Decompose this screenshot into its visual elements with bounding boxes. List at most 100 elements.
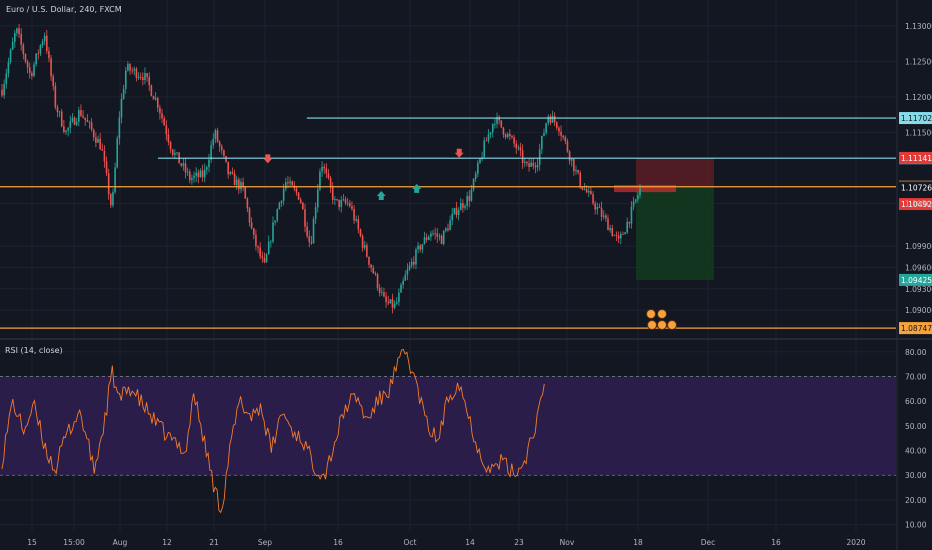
candle-body: [506, 133, 509, 138]
candle-body: [590, 191, 592, 194]
candle-body: [282, 188, 285, 201]
rsi-tick-label: 40.00: [905, 447, 927, 456]
candle-body: [378, 287, 381, 293]
candle-body: [88, 121, 91, 123]
candle-body: [169, 142, 172, 150]
candle-body: [142, 77, 144, 80]
candle-body: [543, 132, 545, 136]
candle-body: [14, 33, 16, 42]
time-tick-label: 12: [162, 538, 172, 547]
price-tag: [899, 181, 932, 194]
level-label: 1.11702: [901, 114, 932, 123]
candle-body: [312, 219, 315, 244]
candle-body: [602, 215, 605, 217]
candle-body: [278, 202, 281, 210]
time-tick-label: 14: [465, 538, 475, 547]
candle-body: [107, 173, 110, 195]
candle-body: [568, 151, 571, 161]
candle-body: [323, 166, 326, 169]
candle-body: [165, 125, 168, 135]
symbol-title[interactable]: Euro / U.S. Dollar, 240, FXCM: [6, 5, 122, 14]
candle-body: [615, 234, 618, 236]
candle-body: [502, 127, 505, 135]
candle-body: [103, 150, 106, 162]
candle-body: [56, 107, 59, 113]
candle-body: [459, 203, 462, 211]
candle-body: [255, 234, 257, 247]
price-tick-label: 1.09900: [905, 242, 932, 251]
candle-body: [186, 171, 189, 173]
event-badge-icon: [646, 309, 656, 319]
candle-body: [272, 222, 274, 242]
candle-body: [545, 123, 547, 133]
candle-body: [188, 171, 191, 181]
candle-body: [223, 150, 225, 156]
time-tick-label: Nov: [560, 538, 575, 547]
candle-body: [35, 53, 37, 65]
candle-body: [329, 177, 332, 188]
candle-body: [489, 132, 492, 135]
candle-body: [395, 302, 398, 304]
candle-body: [180, 163, 183, 166]
candle-body: [86, 119, 89, 122]
candle-body: [297, 192, 300, 200]
candle-body: [622, 233, 624, 235]
candle-body: [381, 292, 383, 293]
candle-body: [462, 203, 464, 208]
candle-body: [167, 134, 170, 143]
candle-body: [257, 246, 259, 248]
candle-body: [357, 219, 360, 230]
candle-body: [24, 54, 27, 62]
candle-body: [203, 169, 206, 178]
event-badge-icon: [657, 320, 667, 330]
candle-body: [594, 203, 596, 210]
rsi-pane: [0, 348, 896, 514]
candle-body: [466, 196, 468, 206]
candle-body: [20, 33, 23, 45]
arrow-up-icon: [376, 190, 386, 200]
candle-body: [65, 130, 67, 133]
candle-body: [349, 203, 351, 207]
candle-body: [250, 222, 253, 229]
candle-body: [451, 213, 454, 221]
candle-body: [67, 127, 69, 131]
candle-body: [551, 115, 554, 123]
candle-body: [491, 124, 494, 133]
time-tick-label: Oct: [404, 538, 417, 547]
candle-body: [101, 149, 104, 151]
candle-body: [415, 249, 417, 265]
candle-body: [385, 296, 387, 303]
candle-body: [220, 146, 223, 151]
candle-body: [370, 264, 372, 268]
rsi-tick-label: 20.00: [905, 496, 927, 505]
rsi-band: [0, 376, 896, 476]
candle-body: [39, 45, 42, 54]
candle-body: [483, 140, 486, 158]
candle-body: [321, 166, 323, 172]
candle-body: [122, 88, 125, 99]
time-tick-label: 2020: [846, 538, 865, 547]
signal-arrows: [263, 148, 677, 330]
candle-body: [408, 265, 411, 270]
candle-body: [453, 208, 456, 214]
candle-body: [575, 170, 577, 172]
rsi-title[interactable]: RSI (14, close): [5, 346, 63, 355]
price-levels[interactable]: 1.117021.111371.107361.087471.111411.107…: [0, 112, 932, 335]
candle-body: [114, 167, 116, 193]
take-profit-zone: [636, 186, 714, 280]
candle-body: [201, 170, 204, 178]
time-tick-label: 21: [209, 538, 219, 547]
arrow-down-icon: [454, 148, 464, 158]
price-tick-label: 1.11500: [905, 128, 932, 137]
candle-body: [455, 208, 458, 216]
price-tick-label: 1.09000: [905, 306, 932, 315]
candle-body: [474, 173, 477, 179]
arrow-up-icon: [412, 183, 422, 193]
candle-body: [248, 208, 251, 223]
candle-body: [208, 159, 210, 168]
candle-body: [191, 178, 193, 181]
candle-body: [359, 229, 362, 237]
candle-body: [99, 138, 101, 150]
candle-body: [16, 28, 18, 34]
